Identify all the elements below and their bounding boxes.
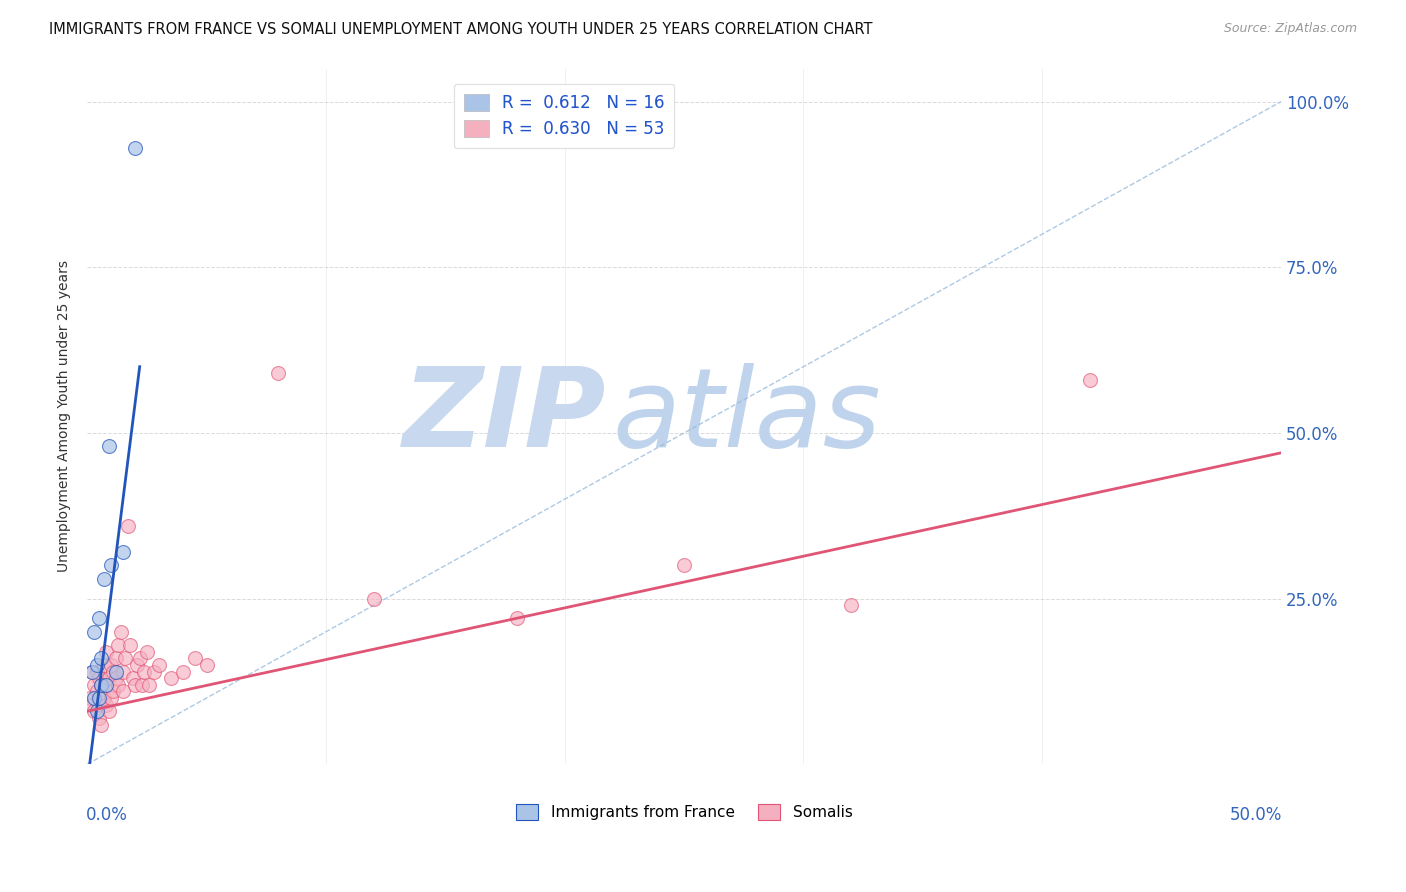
Point xyxy=(104,665,127,679)
Text: atlas: atlas xyxy=(613,363,882,470)
Text: IMMIGRANTS FROM FRANCE VS SOMALI UNEMPLOYMENT AMONG YOUTH UNDER 25 YEARS CORRELA: IMMIGRANTS FROM FRANCE VS SOMALI UNEMPLO… xyxy=(49,22,873,37)
Point xyxy=(86,684,108,698)
Point xyxy=(172,665,194,679)
Point xyxy=(111,665,134,679)
Point xyxy=(103,665,125,679)
Point xyxy=(100,558,122,573)
Point xyxy=(104,651,127,665)
Point xyxy=(93,657,115,672)
Point xyxy=(183,651,205,665)
Point xyxy=(87,691,110,706)
Point xyxy=(120,638,142,652)
Point xyxy=(97,671,120,685)
Point xyxy=(159,671,181,685)
Point xyxy=(79,691,101,706)
Point xyxy=(93,691,115,706)
Point xyxy=(124,141,146,155)
Point xyxy=(148,657,170,672)
Point xyxy=(97,704,120,718)
Point xyxy=(131,678,153,692)
Point xyxy=(83,624,105,639)
Point xyxy=(363,591,385,606)
Point xyxy=(134,665,156,679)
Point xyxy=(100,657,122,672)
Point xyxy=(83,691,105,706)
Point xyxy=(107,638,129,652)
Point xyxy=(673,558,696,573)
Point xyxy=(100,691,122,706)
Point xyxy=(96,645,118,659)
Point xyxy=(80,665,103,679)
Point xyxy=(117,518,139,533)
Point xyxy=(128,651,150,665)
Point xyxy=(110,624,132,639)
Point xyxy=(138,678,160,692)
Point xyxy=(96,678,118,692)
Text: 50.0%: 50.0% xyxy=(1230,806,1282,824)
Point xyxy=(124,678,146,692)
Y-axis label: Unemployment Among Youth under 25 years: Unemployment Among Youth under 25 years xyxy=(58,260,72,573)
Point xyxy=(83,704,105,718)
Point xyxy=(86,704,108,718)
Text: ZIP: ZIP xyxy=(404,363,606,470)
Point xyxy=(90,717,112,731)
Point xyxy=(135,645,157,659)
Text: 0.0%: 0.0% xyxy=(86,806,128,824)
Point xyxy=(90,651,112,665)
Point xyxy=(80,698,103,712)
Point xyxy=(96,698,118,712)
Text: Source: ZipAtlas.com: Source: ZipAtlas.com xyxy=(1223,22,1357,36)
Point xyxy=(93,572,115,586)
Point xyxy=(195,657,218,672)
Point xyxy=(104,671,127,685)
Legend: R =  0.612   N = 16, R =  0.630   N = 53: R = 0.612 N = 16, R = 0.630 N = 53 xyxy=(454,84,675,148)
Point xyxy=(97,439,120,453)
Point xyxy=(87,691,110,706)
Point xyxy=(90,678,112,692)
Point xyxy=(267,367,290,381)
Point xyxy=(103,684,125,698)
Point xyxy=(1078,373,1101,387)
Point xyxy=(839,599,862,613)
Point xyxy=(87,711,110,725)
Point xyxy=(96,678,118,692)
Point xyxy=(107,678,129,692)
Point xyxy=(111,684,134,698)
Point xyxy=(83,678,105,692)
Point xyxy=(90,678,112,692)
Point xyxy=(86,665,108,679)
Point xyxy=(506,611,529,625)
Point xyxy=(121,671,143,685)
Point xyxy=(111,545,134,559)
Point xyxy=(143,665,166,679)
Point xyxy=(87,671,110,685)
Point xyxy=(87,611,110,625)
Point xyxy=(127,657,149,672)
Point xyxy=(80,665,103,679)
Point xyxy=(86,657,108,672)
Point xyxy=(114,651,136,665)
